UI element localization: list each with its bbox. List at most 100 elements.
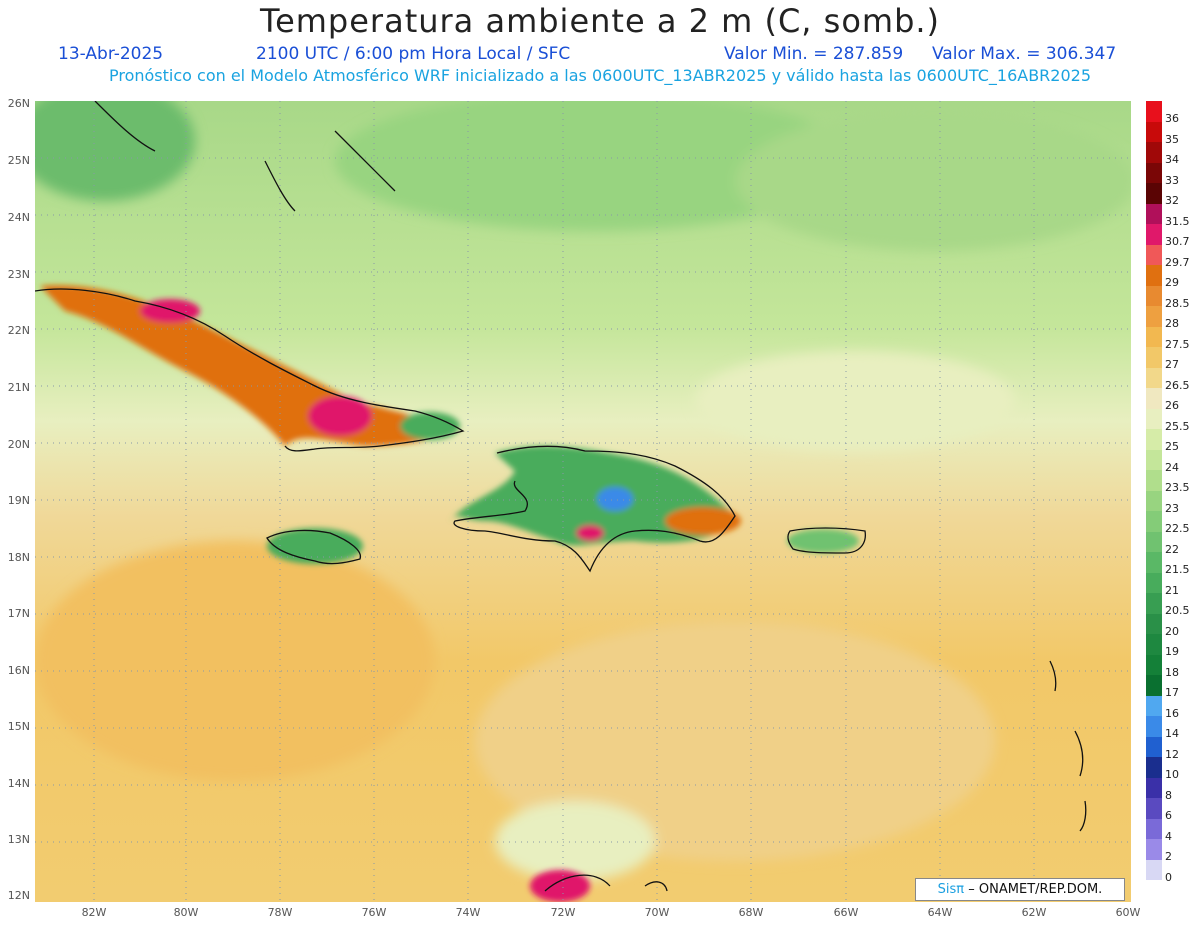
lat-label-19N: 19N: [7, 494, 30, 507]
colorbar-tick-label: 23.5: [1165, 481, 1190, 494]
colorbar-tick-label: 6: [1165, 809, 1172, 822]
temperature-map: [35, 101, 1131, 902]
colorbar-swatch: [1146, 449, 1162, 470]
colorbar-tick-label: 27.5: [1165, 337, 1190, 351]
colorbar-tick-label: 26: [1165, 399, 1179, 412]
colorbar-tick-label: 16: [1165, 706, 1179, 720]
colorbar-swatch: [1146, 326, 1162, 347]
lat-label-22N: 22N: [7, 324, 30, 337]
colorbar-tick-label: 21: [1165, 583, 1179, 597]
colorbar-swatch: [1146, 388, 1162, 409]
model-subtitle: Pronóstico con el Modelo Atmosférico WRF…: [108, 66, 1091, 85]
colorbar-tick-label: 28: [1165, 317, 1179, 330]
lon-label-82W: 82W: [81, 906, 107, 919]
lat-label-17N: 17N: [7, 607, 30, 620]
colorbar-swatch: [1146, 716, 1162, 737]
forecast-date: 13-Abr-2025: [58, 44, 164, 64]
colorbar-tick-label: 21.5: [1165, 563, 1190, 576]
colorbar-swatch: [1146, 121, 1162, 142]
colorbar-swatch: [1146, 859, 1162, 880]
hispaniola-coastline: [453, 445, 736, 573]
lon-label-66W: 66W: [833, 906, 859, 919]
colorbar-swatch: [1146, 224, 1162, 245]
lat-label-18N: 18N: [7, 551, 30, 564]
colorbar-tick-label: 2: [1165, 850, 1172, 863]
credit-text: – ONAMET/REP.DOM.: [968, 882, 1103, 897]
lat-label-21N: 21N: [7, 381, 30, 394]
lon-label-62W: 62W: [1021, 906, 1047, 919]
colorbar-swatch: [1146, 490, 1162, 511]
colorbar-swatch: [1146, 142, 1162, 163]
lat-label-13N: 13N: [7, 833, 30, 846]
colorbar: [1146, 101, 1162, 880]
coastlines: [35, 101, 1087, 892]
colorbar-tick-label: 31.5: [1165, 214, 1190, 228]
puerto-rico-coastline: [787, 527, 866, 554]
sispi-logo: Sisπ: [937, 882, 965, 897]
colorbar-tick-label: 23: [1165, 501, 1179, 515]
colorbar-swatch: [1146, 203, 1162, 224]
colorbar-swatch: [1146, 101, 1162, 122]
colorbar-tick-label: 14: [1165, 727, 1179, 740]
colorbar-swatch: [1146, 552, 1162, 573]
colorbar-tick-label: 4: [1165, 829, 1172, 843]
colorbar-swatch: [1146, 306, 1162, 327]
land-temperature: [40, 285, 859, 902]
colorbar-tick-label: 12: [1165, 747, 1179, 761]
colorbar-swatch: [1146, 244, 1162, 265]
lat-label-23N: 23N: [7, 268, 30, 281]
lat-label-16N: 16N: [7, 664, 30, 677]
colorbar-swatch: [1146, 613, 1162, 634]
colorbar-tick-label: 10: [1165, 768, 1179, 781]
lon-label-60W: 60W: [1115, 906, 1141, 919]
colorbar-swatch: [1146, 183, 1162, 204]
colorbar-swatch: [1146, 654, 1162, 675]
colorbar-tick-label: 0: [1165, 870, 1172, 884]
colorbar-tick-label: 22: [1165, 542, 1179, 556]
colorbar-swatch: [1146, 818, 1162, 839]
lat-label-12N: 12N: [7, 889, 30, 902]
map-title: Temperatura ambiente a 2 m (C, somb.): [259, 2, 941, 40]
colorbar-swatch: [1146, 736, 1162, 757]
lon-label-64W: 64W: [927, 906, 953, 919]
colorbar-tick-label: 25: [1165, 440, 1179, 453]
colorbar-tick-label: 34: [1165, 153, 1179, 166]
florida-bahamas-coast: [94, 101, 396, 212]
colorbar-swatch: [1146, 265, 1162, 286]
lon-label-74W: 74W: [455, 906, 481, 919]
colorbar-tick-label: 20.5: [1165, 604, 1190, 617]
colorbar-swatch: [1146, 511, 1162, 532]
colorbar-swatch: [1146, 470, 1162, 491]
colorbar-tick-label: 32: [1165, 194, 1179, 207]
colorbar-swatch: [1146, 429, 1162, 450]
lesser-antilles-coast: [1049, 660, 1087, 832]
lat-label-15N: 15N: [7, 720, 30, 733]
colorbar-tick-label: 29.7: [1165, 255, 1190, 269]
lon-label-76W: 76W: [361, 906, 387, 919]
forecast-time: 2100 UTC / 6:00 pm Hora Local / SFC: [256, 44, 571, 64]
lat-label-20N: 20N: [7, 438, 30, 451]
colorbar-swatch: [1146, 572, 1162, 593]
colorbar-swatch: [1146, 634, 1162, 655]
colorbar-swatch: [1146, 839, 1162, 860]
lon-label-78W: 78W: [267, 906, 293, 919]
colorbar-tick-label: 27: [1165, 358, 1179, 371]
lat-label-26N: 26N: [7, 97, 30, 110]
cuba-coastline: [35, 288, 465, 452]
colorbar-swatch: [1146, 408, 1162, 429]
lon-label-80W: 80W: [173, 906, 199, 919]
credit-box: Sisπ – ONAMET/REP.DOM.: [915, 878, 1125, 901]
lon-label-72W: 72W: [550, 906, 576, 919]
colorbar-swatch: [1146, 675, 1162, 696]
colorbar-tick-label: 22.5: [1165, 522, 1190, 535]
lat-label-25N: 25N: [7, 154, 30, 167]
colorbar-tick-label: 18: [1165, 665, 1179, 679]
colorbar-tick-label: 35: [1165, 132, 1179, 146]
colorbar-tick-label: 8: [1165, 788, 1172, 802]
colorbar-tick-label: 30.7: [1165, 235, 1190, 248]
colorbar-swatch: [1146, 695, 1162, 716]
colorbar-swatch: [1146, 777, 1162, 798]
min-value: Valor Min. = 287.859: [724, 44, 904, 64]
colorbar-tick-label: 33: [1165, 173, 1179, 187]
colorbar-swatch: [1146, 347, 1162, 368]
